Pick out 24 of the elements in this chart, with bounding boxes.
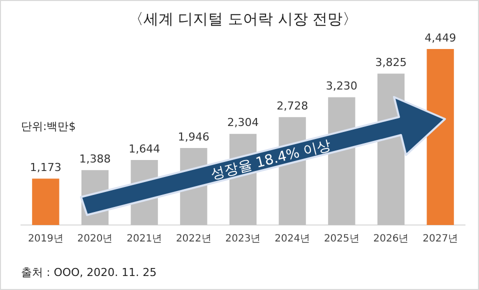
data-label: 3,825 [375, 56, 407, 70]
source-note: 출처 : OOO, 2020. 11. 25 [21, 265, 157, 280]
data-label: 1,644 [128, 142, 160, 156]
data-label: 1,946 [178, 130, 210, 144]
x-tick-label: 2021년 [126, 234, 162, 245]
bar [426, 49, 454, 225]
x-tick-label: 2023년 [225, 234, 261, 245]
data-label: 3,230 [326, 80, 358, 93]
annotation: 단위:백만$ [21, 119, 76, 134]
x-tick-label: 2024년 [274, 234, 310, 245]
x-tick-label: 2027년 [422, 234, 458, 245]
annotation: 성장율 18.4% 이상 [209, 137, 333, 183]
x-tick-label: 2025년 [324, 234, 360, 245]
data-label: 2,728 [276, 99, 308, 112]
data-label: 1,173 [30, 160, 62, 174]
bar [32, 178, 60, 225]
x-tick-label: 2020년 [77, 234, 113, 245]
chart-title: 〈세계 디지털 도어락 시장 전망〉 [128, 10, 358, 28]
data-label: 1,388 [79, 152, 111, 166]
x-tick-label: 2022년 [176, 234, 212, 245]
x-tick-label: 2026년 [373, 234, 409, 245]
data-label: 4,449 [424, 31, 456, 44]
x-tick-label: 2019년 [28, 234, 64, 245]
data-label: 2,304 [227, 116, 259, 130]
